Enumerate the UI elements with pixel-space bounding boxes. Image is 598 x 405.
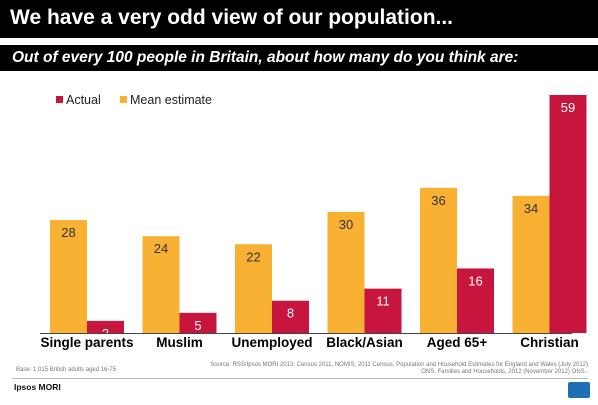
source-note: Source: RSS/Ipsos MORI 2013; Census 2011… [210, 362, 588, 375]
page-title: We have a very odd view of our populatio… [10, 6, 454, 29]
legend-label: Actual [66, 93, 101, 107]
footer-divider [12, 378, 588, 379]
mean-estimate-bar [327, 211, 365, 333]
mean-estimate-bar [420, 187, 457, 333]
actual-bar [457, 268, 494, 333]
category-label: Aged 65+ [427, 335, 488, 350]
category-label: Black/Asian [326, 335, 403, 350]
legend-swatch [56, 96, 63, 103]
category-label: Muslim [156, 335, 203, 350]
category-label: Single parents [40, 335, 133, 350]
actual-value-label: 5 [194, 318, 201, 333]
mean-estimate-value-label: 34 [524, 201, 538, 216]
actual-value-label: 59 [561, 100, 575, 115]
actual-bar [179, 312, 217, 333]
category-label: Unemployed [231, 335, 312, 350]
legend-label: Mean estimate [130, 93, 212, 107]
mean-estimate-bar [142, 236, 180, 333]
chart-question: Out of every 100 people in Britain, abou… [12, 49, 519, 66]
mean-estimate-value-label: 30 [339, 217, 353, 232]
title-bar: We have a very odd view of our populatio… [0, 0, 598, 38]
actual-value-label: 11 [376, 294, 390, 309]
actual-value-label: 8 [287, 306, 294, 321]
mean-estimate-bar [235, 244, 272, 333]
mean-estimate-value-label: 28 [61, 225, 75, 240]
ipsos-logo-icon [568, 382, 590, 398]
actual-value-label: 16 [468, 273, 482, 288]
mean-estimate-value-label: 22 [246, 249, 260, 264]
actual-bar [549, 95, 587, 333]
mean-estimate-bar [512, 195, 550, 333]
category-label: Christian [520, 335, 579, 350]
actual-bar [87, 320, 124, 333]
actual-bar [364, 288, 402, 333]
mean-estimate-bar [50, 220, 87, 333]
mean-estimate-value-label: 36 [431, 193, 445, 208]
brand-name: Ipsos MORI [14, 382, 61, 392]
base-note: Base: 1,015 British adults aged 16-75 [16, 367, 117, 373]
legend-swatch [120, 96, 127, 103]
actual-bar [272, 300, 309, 333]
subtitle-bar: Out of every 100 people in Britain, abou… [0, 45, 598, 71]
mean-estimate-value-label: 24 [154, 241, 168, 256]
